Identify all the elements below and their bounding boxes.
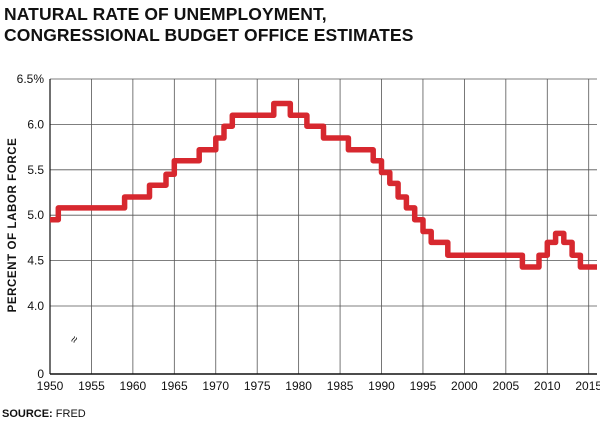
y-tick-label: 6.5% bbox=[17, 72, 45, 86]
y-tick-label: 5.0 bbox=[27, 208, 44, 222]
source-value: FRED bbox=[55, 408, 86, 420]
x-tick-label: 1995 bbox=[410, 379, 437, 393]
chart-title: NATURAL RATE OF UNEMPLOYMENT, CONGRESSIO… bbox=[4, 4, 594, 46]
x-tick-label: 1975 bbox=[244, 379, 271, 393]
grid bbox=[50, 78, 597, 374]
series bbox=[50, 100, 597, 270]
y-tick-label: 5.5 bbox=[27, 163, 44, 177]
y-tick-label: 4.0 bbox=[27, 299, 44, 313]
y-tick-label: 6.0 bbox=[27, 117, 44, 131]
x-tick-label: 1980 bbox=[285, 379, 312, 393]
axis-break: ≈ bbox=[66, 333, 82, 346]
x-tick-label: 2015 bbox=[575, 379, 600, 393]
x-tick-label: 2010 bbox=[534, 379, 561, 393]
chart-title-line-1: NATURAL RATE OF UNEMPLOYMENT, bbox=[4, 4, 327, 24]
axis-break-marker: ≈ bbox=[66, 333, 82, 346]
x-tick-label: 1950 bbox=[37, 379, 64, 393]
x-tick-label: 2005 bbox=[492, 379, 519, 393]
x-tick-label: 1990 bbox=[368, 379, 395, 393]
y-tick-label: 0 bbox=[37, 367, 44, 381]
source-label: SOURCE: bbox=[2, 408, 53, 420]
x-tick-label: 1960 bbox=[120, 379, 147, 393]
y-axis-label: PERCENT OF LABOR FORCE bbox=[7, 138, 19, 313]
x-tick-labels: 1950 1955 1960 1965 1970 1975 1980 1985 1990 1995… bbox=[37, 379, 600, 393]
y-tick-labels: 6.5% 6.0 5.5 5.0 4.5 4.0 0 bbox=[17, 72, 45, 381]
y-tick-label: 4.5 bbox=[27, 254, 44, 268]
x-tick-label: 1955 bbox=[78, 379, 105, 393]
x-tick-label: 2000 bbox=[451, 379, 478, 393]
x-tick-label: 1970 bbox=[202, 379, 229, 393]
source-note: SOURCE: FRED bbox=[2, 408, 86, 420]
x-tick-label: 1965 bbox=[161, 379, 188, 393]
series-line-0 bbox=[50, 100, 597, 270]
chart-title-line-2: CONGRESSIONAL BUDGET OFFICE ESTIMATES bbox=[4, 25, 414, 45]
axes bbox=[49, 79, 597, 375]
x-tick-label: 1985 bbox=[327, 379, 354, 393]
